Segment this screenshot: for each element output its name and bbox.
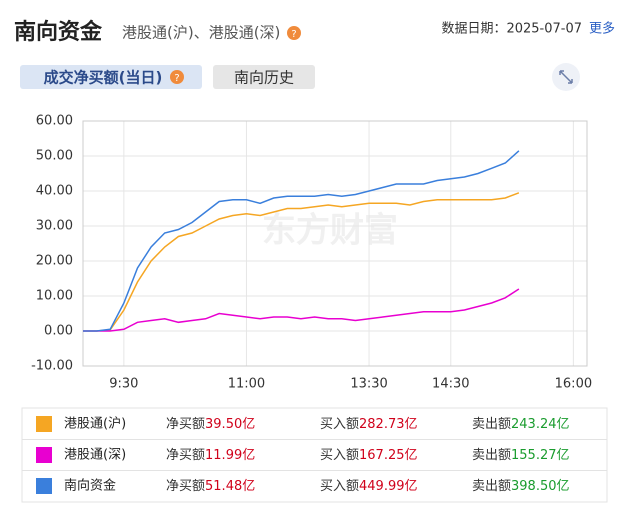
help-icon[interactable] <box>287 26 301 40</box>
summary-cell: 卖出额398.50亿 <box>472 479 570 494</box>
legend-table <box>21 407 608 503</box>
y-tick-label: -10.00 <box>31 359 73 374</box>
more-link[interactable]: 更多 <box>589 21 615 37</box>
x-tick-label: 11:00 <box>228 377 265 392</box>
summary-value: 155.27亿 <box>511 448 570 463</box>
y-tick-label: 0.00 <box>44 324 73 339</box>
watermark: 东方财富 <box>262 211 398 251</box>
y-tick-label: 20.00 <box>36 254 73 269</box>
summary-cell: 买入额282.73亿 <box>320 417 418 432</box>
summary-cell: 净买额39.50亿 <box>166 417 255 432</box>
tab[interactable] <box>213 65 315 89</box>
summary-value: 11.99亿 <box>205 448 255 463</box>
help-icon-mark: ? <box>291 29 296 40</box>
y-tick-label: 50.00 <box>36 149 73 164</box>
legend-swatch <box>36 478 52 494</box>
y-tick-label: 40.00 <box>36 184 73 199</box>
summary-label: 买入额 <box>320 448 359 463</box>
summary-label: 买入额 <box>320 417 359 432</box>
summary-value: 282.73亿 <box>359 417 418 432</box>
series-line <box>83 192 520 332</box>
summary-cell: 买入额167.25亿 <box>320 448 418 463</box>
summary-label: 卖出额 <box>472 448 511 463</box>
summary-value: 449.99亿 <box>359 479 418 494</box>
series-line <box>83 288 520 332</box>
summary-label: 净买额 <box>166 417 205 432</box>
legend-swatch <box>36 416 52 432</box>
summary-value: 39.50亿 <box>205 417 255 432</box>
x-tick-label: 14:30 <box>432 377 469 392</box>
legend-swatch <box>36 447 52 463</box>
summary-label: 净买额 <box>166 448 205 463</box>
expand-icon <box>559 70 573 84</box>
y-tick-label: 30.00 <box>36 219 73 234</box>
summary-cell: 买入额449.99亿 <box>320 479 418 494</box>
summary-value: 243.24亿 <box>511 417 570 432</box>
date: 数据日期：2025-07-07 <box>441 22 582 37</box>
legend-label: 港股通(沪) <box>64 416 126 432</box>
help-icon-mark: ? <box>174 73 179 84</box>
y-tick-label: 10.00 <box>36 289 73 304</box>
summary-cell: 净买额11.99亿 <box>166 448 255 463</box>
x-tick-label: 9:30 <box>109 377 138 392</box>
summary-label: 卖出额 <box>472 417 511 432</box>
title: 南向资金 <box>14 19 103 45</box>
summary-cell: 净买额51.48亿 <box>166 479 255 494</box>
help-icon[interactable] <box>170 70 184 84</box>
summary-cell: 卖出额155.27亿 <box>472 448 570 463</box>
tab-label: 成交净买额(当日) <box>44 69 163 87</box>
summary-value: 167.25亿 <box>359 448 418 463</box>
summary-label: 净买额 <box>166 479 205 494</box>
series-line <box>83 150 520 332</box>
tab-label: 南向历史 <box>234 69 294 87</box>
tab-active[interactable] <box>20 65 202 89</box>
subtitle: 港股通(沪)、港股通(深) <box>122 24 280 42</box>
plot-border <box>82 120 588 367</box>
x-tick-label: 13:30 <box>350 377 387 392</box>
summary-label: 卖出额 <box>472 479 511 494</box>
x-tick-label: 16:00 <box>555 377 592 392</box>
summary-label: 买入额 <box>320 479 359 494</box>
summary-value: 51.48亿 <box>205 479 255 494</box>
legend-label: 南向资金 <box>64 478 116 494</box>
y-tick-label: 60.00 <box>36 114 73 129</box>
legend-label: 港股通(深) <box>64 448 126 463</box>
summary-cell: 卖出额243.24亿 <box>472 417 570 432</box>
summary-value: 398.50亿 <box>511 479 570 494</box>
